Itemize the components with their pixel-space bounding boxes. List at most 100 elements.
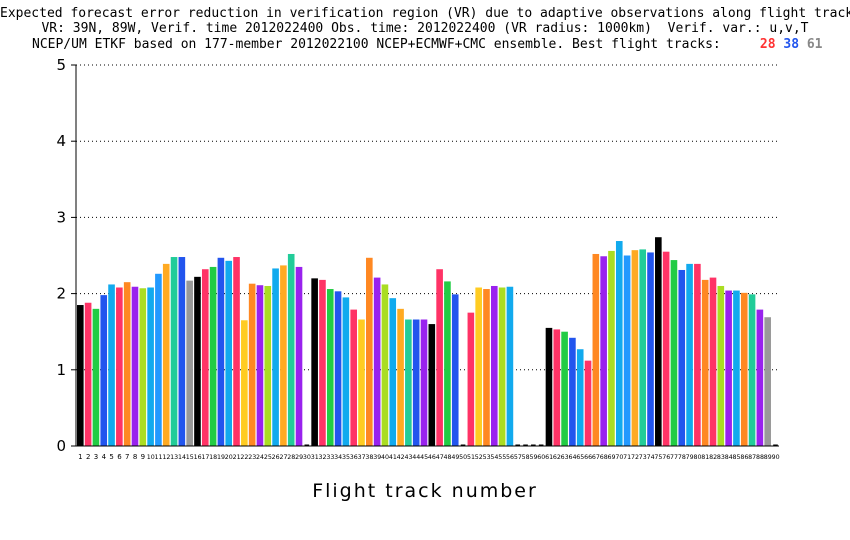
- y-tick-label-3: 3: [56, 208, 66, 226]
- x-tick-label-86: 86: [740, 454, 748, 461]
- bar-85: [733, 290, 740, 446]
- x-axis-label: Flight track number: [312, 480, 538, 502]
- bar-71: [623, 255, 631, 446]
- bar-87: [748, 294, 756, 446]
- x-tick-label-76: 76: [662, 454, 670, 461]
- bar-77: [670, 260, 678, 446]
- bar-11: [155, 273, 162, 446]
- bar-15: [186, 280, 193, 446]
- bar-35: [342, 297, 350, 446]
- x-tick-label-81: 81: [701, 454, 709, 461]
- x-tick-label-61: 61: [545, 454, 553, 461]
- bar-38: [366, 257, 373, 446]
- x-tick-label-55: 55: [498, 454, 506, 461]
- bar-42: [397, 308, 404, 446]
- x-tick-label-83: 83: [717, 454, 725, 461]
- best-track-3: 61: [806, 37, 823, 52]
- best-track-2: 38: [783, 37, 800, 52]
- bar-80: [694, 263, 701, 446]
- x-tick-label-80: 80: [693, 454, 701, 461]
- x-tick-label-73: 73: [639, 454, 647, 461]
- x-tick-label-90: 90: [772, 454, 780, 461]
- x-tick-label-40: 40: [381, 454, 389, 461]
- x-tick-label-24: 24: [256, 454, 264, 461]
- bar-36: [350, 309, 357, 446]
- x-tick-label-23: 23: [248, 454, 256, 461]
- bar-79: [686, 263, 693, 446]
- x-tick-label-1: 1: [78, 453, 82, 461]
- bar-55: [498, 287, 506, 446]
- x-tick-label-25: 25: [264, 454, 272, 461]
- y-tick-label-4: 4: [56, 132, 66, 150]
- bar-17: [201, 269, 209, 446]
- bar-24: [256, 285, 264, 446]
- axes: [71, 64, 779, 447]
- x-tick-label-74: 74: [647, 454, 655, 461]
- x-tick-label-17: 17: [201, 454, 209, 461]
- x-tick-label-53: 53: [483, 454, 491, 461]
- bar-33: [326, 289, 334, 446]
- bar-65: [576, 349, 584, 446]
- bar-34: [334, 291, 342, 446]
- best-track-1: 28: [759, 37, 776, 52]
- bar-75: [655, 237, 662, 446]
- bar-5: [108, 284, 115, 446]
- bar-6: [116, 287, 123, 446]
- x-tick-label-27: 27: [279, 454, 287, 461]
- bar-63: [561, 331, 568, 446]
- bar-67: [592, 253, 600, 446]
- bar-13: [170, 257, 178, 446]
- x-tick-label-56: 56: [506, 454, 514, 461]
- x-tick-label-34: 34: [334, 454, 342, 461]
- x-tick-label-42: 42: [397, 454, 405, 461]
- x-tick-label-65: 65: [576, 454, 584, 461]
- x-tick-label-67: 67: [592, 454, 600, 461]
- x-tick-label-44: 44: [412, 454, 420, 461]
- bar-82: [709, 277, 717, 446]
- x-tick-label-37: 37: [358, 454, 366, 461]
- x-tick-label-45: 45: [420, 454, 428, 461]
- bar-23: [248, 283, 256, 446]
- x-tick-label-48: 48: [444, 454, 452, 461]
- bar-48: [444, 281, 451, 446]
- bar-12: [162, 263, 170, 446]
- x-tick-label-85: 85: [733, 454, 741, 461]
- x-tick-label-32: 32: [319, 454, 327, 461]
- x-tick-label-35: 35: [342, 454, 350, 461]
- bar-7: [123, 282, 131, 446]
- y-tick-labels: 0 1 2 3 4 5: [56, 56, 66, 455]
- bar-45: [420, 319, 428, 446]
- x-tick-label-5: 5: [109, 453, 113, 461]
- bar-86: [740, 292, 748, 446]
- x-tick-label-30: 30: [303, 454, 311, 461]
- bar-14: [178, 257, 186, 446]
- bar-32: [319, 279, 326, 446]
- bar-39: [373, 277, 381, 446]
- chart-title-line-3-text: NCEP/UM ETKF based on 177-member 2012022…: [32, 37, 721, 52]
- bar-53: [483, 289, 490, 446]
- bar-21: [233, 257, 240, 446]
- x-tick-label-28: 28: [287, 454, 295, 461]
- bar-20: [225, 260, 233, 446]
- x-tick-label-21: 21: [233, 454, 241, 461]
- bar-88: [756, 309, 764, 446]
- bar-72: [631, 250, 639, 446]
- x-tick-label-50: 50: [459, 454, 467, 461]
- chart-title-line-3: NCEP/UM ETKF based on 177-member 2012022…: [32, 37, 823, 52]
- x-tick-label-66: 66: [584, 454, 592, 461]
- bar-89: [764, 317, 771, 446]
- bar-76: [662, 251, 670, 446]
- x-tick-label-78: 78: [678, 454, 686, 461]
- bar-83: [717, 285, 725, 446]
- x-tick-label-46: 46: [428, 454, 436, 461]
- bar-40: [381, 284, 389, 446]
- x-tick-label-10: 10: [147, 454, 155, 461]
- bar-18: [209, 266, 217, 446]
- bar-69: [608, 250, 615, 446]
- x-tick-label-3: 3: [94, 453, 98, 461]
- bar-27: [280, 265, 287, 446]
- x-tick-label-4: 4: [102, 453, 107, 461]
- x-tick-label-26: 26: [272, 454, 280, 461]
- x-tick-label-20: 20: [225, 454, 233, 461]
